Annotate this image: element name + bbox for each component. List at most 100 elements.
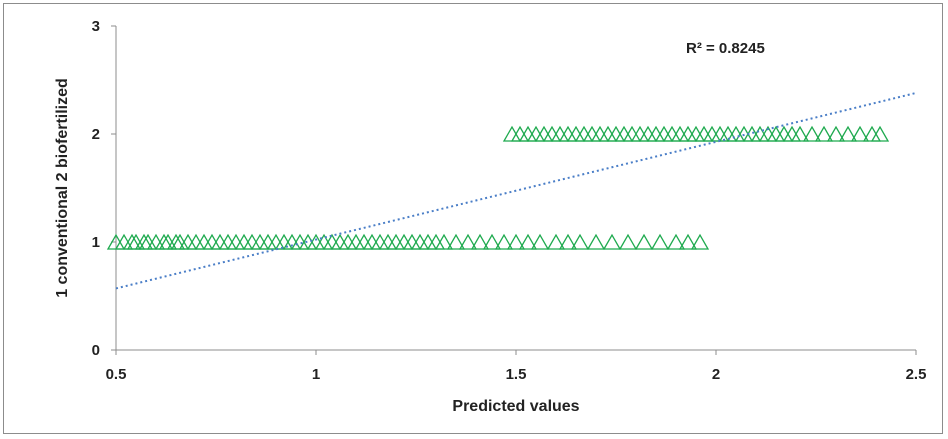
data-point (542, 125, 562, 142)
data-point (346, 233, 366, 250)
data-point (586, 233, 606, 250)
data-point (234, 233, 254, 250)
data-point (446, 233, 466, 250)
data-point (802, 125, 822, 142)
data-point (266, 233, 286, 250)
data-point (426, 233, 446, 250)
tick-labels: 0 1 2 3 0.5 1 1.5 2 2.5 (92, 18, 927, 383)
trendline (115, 91, 917, 290)
data-point (526, 125, 546, 142)
data-point (726, 125, 746, 142)
x-tick-label: 1 (312, 366, 320, 383)
r-squared-annotation: R² = 0.8245 (686, 40, 765, 57)
chart-frame (3, 3, 943, 434)
data-point (582, 125, 602, 142)
data-point (534, 125, 554, 142)
data-point (250, 233, 270, 250)
data-point (378, 233, 398, 250)
data-point (646, 125, 666, 142)
data-point (218, 233, 238, 250)
data-point (606, 125, 626, 142)
data-point (506, 233, 526, 250)
data-point (370, 233, 390, 250)
data-point (838, 125, 858, 142)
data-point (602, 233, 622, 250)
data-point (686, 125, 706, 142)
data-point (782, 125, 802, 142)
data-point (570, 233, 590, 250)
data-point (518, 233, 538, 250)
data-point (418, 233, 438, 250)
data-point (622, 125, 642, 142)
data-point (410, 233, 430, 250)
data-point (338, 233, 358, 250)
data-point (614, 125, 634, 142)
x-tick-label: 2.5 (906, 366, 927, 383)
data-point (774, 125, 794, 142)
data-points (106, 125, 890, 250)
data-point (558, 233, 578, 250)
data-point (210, 233, 230, 250)
series-1 (106, 233, 710, 250)
data-point (470, 233, 490, 250)
data-point (434, 233, 454, 250)
data-point (502, 125, 522, 142)
data-point (590, 125, 610, 142)
data-point (550, 125, 570, 142)
data-point (386, 233, 406, 250)
data-point (458, 233, 478, 250)
data-point (766, 125, 786, 142)
data-point (258, 233, 278, 250)
data-point (566, 125, 586, 142)
data-point (850, 125, 870, 142)
data-point (666, 233, 686, 250)
data-point (186, 233, 206, 250)
data-point (694, 125, 714, 142)
data-point (194, 233, 214, 250)
data-point (202, 233, 222, 250)
data-point (298, 233, 318, 250)
data-point (750, 125, 770, 142)
data-point (354, 233, 374, 250)
data-point (630, 125, 650, 142)
series-2 (502, 125, 890, 142)
x-tick-label: 2 (712, 366, 720, 383)
data-point (306, 233, 326, 250)
data-point (638, 125, 658, 142)
data-point (530, 233, 550, 250)
data-point (518, 125, 538, 142)
data-point (494, 233, 514, 250)
data-point (330, 233, 350, 250)
data-point (710, 125, 730, 142)
data-point (826, 125, 846, 142)
data-point (618, 233, 638, 250)
y-tick-label: 3 (92, 18, 100, 35)
data-point (558, 125, 578, 142)
data-point (394, 233, 414, 250)
data-point (814, 125, 834, 142)
data-point (510, 125, 530, 142)
data-point (226, 233, 246, 250)
data-point (402, 233, 422, 250)
data-point (482, 233, 502, 250)
data-point (242, 233, 262, 250)
x-tick-label: 0.5 (106, 366, 127, 383)
y-tick-label: 2 (92, 126, 100, 143)
data-point (314, 233, 334, 250)
x-axis-title: Predicted values (452, 398, 579, 415)
axes (111, 25, 917, 355)
data-point (690, 233, 710, 250)
data-point (662, 125, 682, 142)
data-point (546, 233, 566, 250)
data-point (574, 125, 594, 142)
x-tick-label: 1.5 (506, 366, 527, 383)
data-point (678, 125, 698, 142)
y-tick-label: 1 (92, 234, 100, 251)
y-axis-title: 1 conventional 2 biofertilized (54, 78, 71, 298)
data-point (790, 125, 810, 142)
data-point (274, 233, 294, 250)
data-point (634, 233, 654, 250)
data-point (654, 125, 674, 142)
data-point (678, 233, 698, 250)
